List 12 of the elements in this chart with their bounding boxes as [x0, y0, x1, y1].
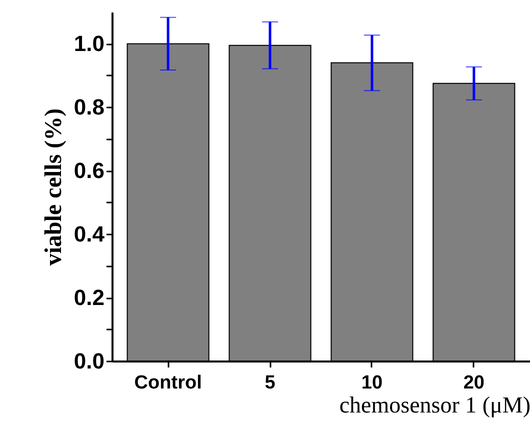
y-tick-label: 0.8 [74, 94, 104, 120]
x-tick-label: Control [134, 372, 202, 394]
x-tick-label: 10 [361, 372, 383, 394]
y-tick-label: 0.2 [74, 285, 104, 310]
y-axis-title: viable cells (%) [40, 108, 67, 266]
y-tick-label: 0.0 [74, 348, 104, 374]
x-tick-label: 20 [463, 372, 484, 394]
y-tick-label: 1.0 [74, 31, 104, 56]
y-tick-label: 0.4 [74, 222, 106, 247]
x-axis-title: chemosensor 1 (μM) [339, 392, 530, 418]
y-tick-label: 0.6 [74, 158, 104, 184]
x-tick-label: 5 [264, 372, 276, 394]
